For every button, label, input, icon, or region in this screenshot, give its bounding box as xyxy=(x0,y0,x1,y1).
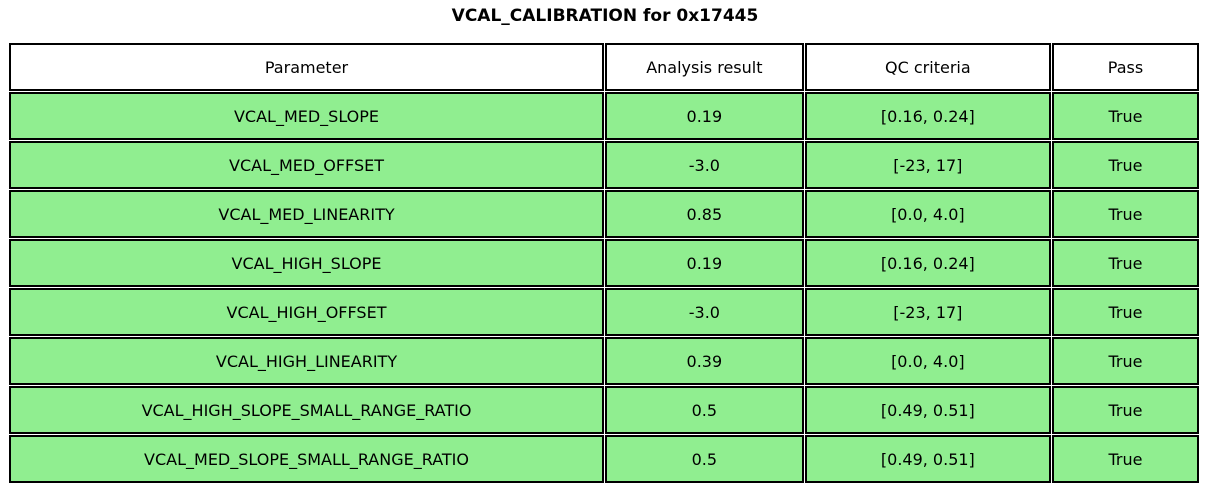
result-cell: 0.19 xyxy=(605,92,804,140)
parameter-cell: VCAL_MED_SLOPE xyxy=(9,92,605,140)
pass-cell: True xyxy=(1052,239,1199,287)
column-header-analysis-result: Analysis result xyxy=(605,43,804,91)
result-cell: 0.19 xyxy=(605,239,804,287)
criteria-cell: [0.0, 4.0] xyxy=(804,337,1051,385)
pass-cell: True xyxy=(1052,92,1199,140)
pass-cell: True xyxy=(1052,386,1199,434)
table-header-row: Parameter Analysis result QC criteria Pa… xyxy=(9,43,1199,91)
criteria-cell: [0.49, 0.51] xyxy=(804,386,1051,434)
parameter-cell: VCAL_HIGH_SLOPE xyxy=(9,239,605,287)
parameter-cell: VCAL_HIGH_SLOPE_SMALL_RANGE_RATIO xyxy=(9,386,605,434)
parameter-cell: VCAL_MED_SLOPE_SMALL_RANGE_RATIO xyxy=(9,435,605,483)
parameter-cell: VCAL_MED_LINEARITY xyxy=(9,190,605,238)
chart-title: VCAL_CALIBRATION for 0x17445 xyxy=(451,6,759,26)
parameter-cell: VCAL_HIGH_OFFSET xyxy=(9,288,605,336)
pass-cell: True xyxy=(1052,141,1199,189)
column-header-pass: Pass xyxy=(1052,43,1199,91)
table-row: VCAL_MED_OFFSET -3.0 [-23, 17] True xyxy=(9,141,1199,189)
column-header-qc-criteria: QC criteria xyxy=(804,43,1051,91)
table-row: VCAL_HIGH_SLOPE 0.19 [0.16, 0.24] True xyxy=(9,239,1199,287)
result-cell: 0.85 xyxy=(605,190,804,238)
pass-cell: True xyxy=(1052,288,1199,336)
table-row: VCAL_HIGH_LINEARITY 0.39 [0.0, 4.0] True xyxy=(9,337,1199,385)
criteria-cell: [-23, 17] xyxy=(804,288,1051,336)
parameter-cell: VCAL_MED_OFFSET xyxy=(9,141,605,189)
pass-cell: True xyxy=(1052,337,1199,385)
pass-cell: True xyxy=(1052,190,1199,238)
parameter-cell: VCAL_HIGH_LINEARITY xyxy=(9,337,605,385)
criteria-cell: [0.16, 0.24] xyxy=(804,239,1051,287)
table-row: VCAL_MED_SLOPE 0.19 [0.16, 0.24] True xyxy=(9,92,1199,140)
result-cell: -3.0 xyxy=(605,141,804,189)
criteria-cell: [-23, 17] xyxy=(804,141,1051,189)
qc-criteria-table: Parameter Analysis result QC criteria Pa… xyxy=(8,42,1200,484)
column-header-parameter: Parameter xyxy=(9,43,605,91)
criteria-cell: [0.49, 0.51] xyxy=(804,435,1051,483)
table-row: VCAL_MED_LINEARITY 0.85 [0.0, 4.0] True xyxy=(9,190,1199,238)
table-row: VCAL_MED_SLOPE_SMALL_RANGE_RATIO 0.5 [0.… xyxy=(9,435,1199,483)
result-cell: 0.39 xyxy=(605,337,804,385)
result-cell: 0.5 xyxy=(605,435,804,483)
result-cell: 0.5 xyxy=(605,386,804,434)
table-row: VCAL_HIGH_OFFSET -3.0 [-23, 17] True xyxy=(9,288,1199,336)
criteria-cell: [0.16, 0.24] xyxy=(804,92,1051,140)
table-row: VCAL_HIGH_SLOPE_SMALL_RANGE_RATIO 0.5 [0… xyxy=(9,386,1199,434)
criteria-cell: [0.0, 4.0] xyxy=(804,190,1051,238)
pass-cell: True xyxy=(1052,435,1199,483)
result-cell: -3.0 xyxy=(605,288,804,336)
